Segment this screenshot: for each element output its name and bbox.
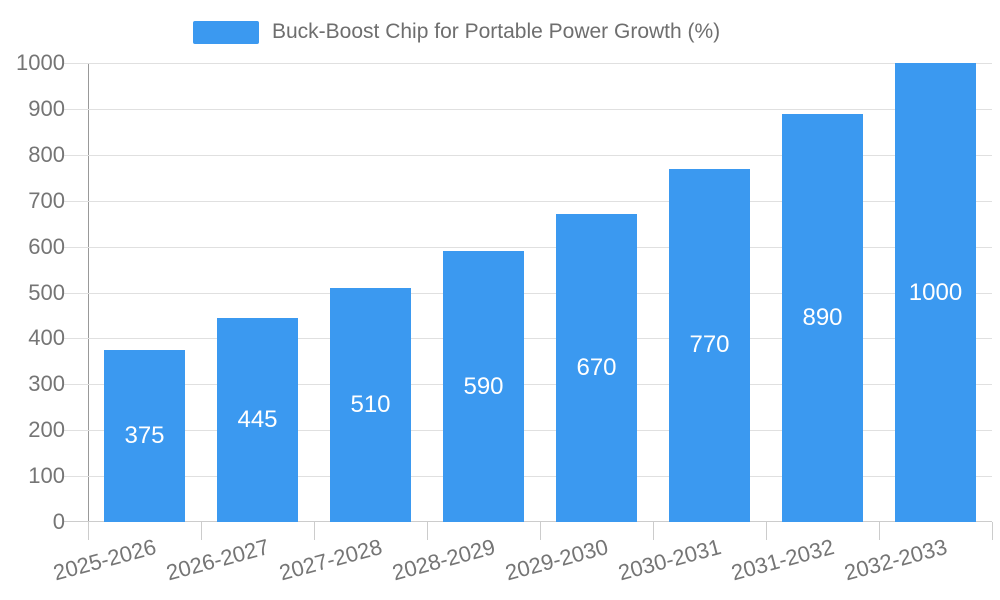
bar-value-label: 770 <box>689 331 730 359</box>
gridline <box>63 292 992 294</box>
gridline <box>63 338 992 340</box>
x-axis-category-label: 2030-2031 <box>615 534 724 586</box>
x-axis-tick <box>992 522 993 540</box>
gridline <box>63 63 992 64</box>
y-axis-tick-label: 900 <box>28 95 65 121</box>
bar[interactable]: 770 <box>669 168 750 522</box>
gridline <box>63 476 992 478</box>
gridline <box>63 200 992 202</box>
bar-value-label: 1000 <box>908 278 963 306</box>
bar[interactable]: 1000 <box>895 63 976 522</box>
x-axis-tick <box>88 522 89 540</box>
x-axis-tick <box>879 522 880 540</box>
y-axis-tick-label: 1000 <box>16 50 65 75</box>
bar[interactable]: 670 <box>556 214 637 522</box>
y-axis-line <box>88 63 89 540</box>
legend-item[interactable]: Buck-Boost Chip for Portable Power Growt… <box>193 20 720 44</box>
x-axis-category-label: 2025-2026 <box>50 534 159 586</box>
x-axis-tick <box>427 522 428 540</box>
y-axis-tick-label: 800 <box>28 141 65 167</box>
gridline <box>63 430 992 432</box>
bar-value-label: 890 <box>802 303 843 331</box>
x-axis-category-label: 2028-2029 <box>389 534 498 586</box>
y-axis-tick-label: 600 <box>28 233 65 259</box>
y-axis-tick-label: 200 <box>28 417 65 443</box>
x-axis-tick <box>201 522 202 540</box>
bar-value-label: 670 <box>576 354 617 382</box>
bar-value-label: 590 <box>463 372 504 400</box>
y-axis-tick-label: 0 <box>52 509 65 534</box>
x-axis-category-label: 2032-2033 <box>841 534 950 586</box>
gridline <box>63 154 992 156</box>
bar-value-label: 375 <box>124 421 165 449</box>
x-axis-line <box>63 521 992 522</box>
bar-value-label: 445 <box>237 405 278 433</box>
x-axis-category-label: 2029-2030 <box>502 534 611 586</box>
y-axis-tick-label: 400 <box>28 325 65 351</box>
plot-area: 0 100 200 300 400 500 600 700 800 900 1000 2025-202… <box>16 50 993 585</box>
bar[interactable]: 445 <box>217 317 298 522</box>
bar[interactable]: 510 <box>330 287 411 522</box>
y-axis-tick-label: 100 <box>28 463 65 489</box>
x-axis-category-label: 2031-2032 <box>728 534 837 586</box>
x-axis-category-label: 2027-2028 <box>276 534 385 586</box>
x-axis-category-label: 2026-2027 <box>163 534 272 586</box>
bar[interactable]: 890 <box>782 113 863 522</box>
y-axis-tick-label: 300 <box>28 371 65 397</box>
x-axis-tick <box>314 522 315 540</box>
y-axis-tick-label: 500 <box>28 279 65 305</box>
bar-value-label: 510 <box>350 390 391 418</box>
bar[interactable]: 375 <box>104 349 185 522</box>
y-axis-tick-label: 700 <box>28 187 65 213</box>
legend-label: Buck-Boost Chip for Portable Power Growt… <box>272 20 721 43</box>
gridline <box>63 246 992 248</box>
x-axis-tick <box>653 522 654 540</box>
gridline <box>63 108 992 110</box>
legend-swatch-icon <box>193 20 259 44</box>
gridline <box>63 384 992 386</box>
bar[interactable]: 590 <box>443 251 524 522</box>
x-axis-tick <box>766 522 767 540</box>
x-axis-tick <box>540 522 541 540</box>
